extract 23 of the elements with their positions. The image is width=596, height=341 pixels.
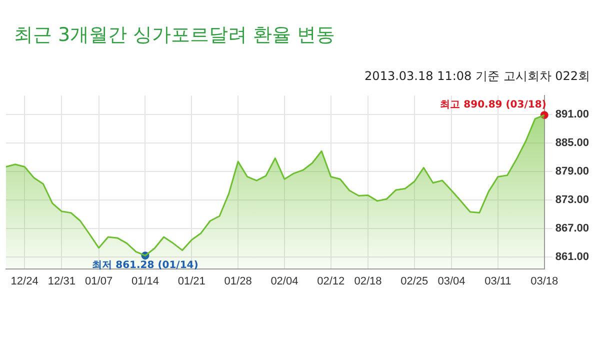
y-tick-label: 873.00 — [555, 194, 590, 206]
x-tick-label: 02/04 — [270, 275, 298, 288]
annotation: 최고 890.89 (03/18) — [440, 100, 546, 111]
x-tick-label: 01/07 — [85, 275, 113, 288]
x-tick-label: 02/25 — [400, 275, 428, 288]
x-tick-label: 01/21 — [178, 275, 206, 288]
annotation: 최저 861.28 (01/14) — [92, 260, 198, 272]
x-tick-label: 03/18 — [530, 275, 558, 288]
chart-title: 최근 3개월간 싱가포르달려 환율 변동 — [14, 23, 336, 48]
y-tick-label: 879.00 — [555, 166, 590, 178]
y-tick-label: 861.00 — [555, 250, 590, 263]
x-tick-label: 01/28 — [224, 275, 252, 288]
x-tick-label: 12/31 — [48, 275, 76, 288]
x-tick-label: 03/04 — [438, 275, 466, 288]
y-tick-label: 867.00 — [555, 222, 590, 234]
y-tick-label: 885.00 — [555, 137, 590, 150]
x-tick-label: 02/18 — [354, 275, 382, 288]
x-tick-label: 02/12 — [317, 275, 345, 288]
x-tick-label: 03/11 — [484, 275, 512, 288]
chart-subtitle: 2013.03.18 11:08 기준 고시회차 022회 — [364, 68, 590, 85]
x-tick-label: 12/24 — [10, 275, 38, 288]
x-tick-label: 01/14 — [131, 275, 159, 288]
y-tick-label: 891.00 — [555, 108, 590, 121]
